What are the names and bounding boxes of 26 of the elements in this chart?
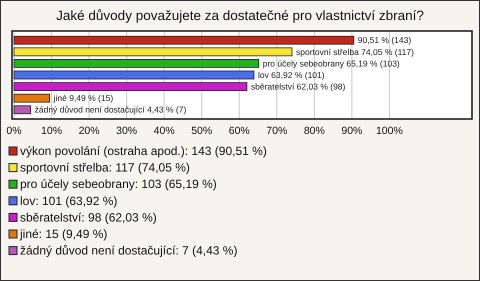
data-label: žádný důvod není dostačující 4,43 % (7) — [34, 104, 186, 115]
data-label: pro účely sebeobrany 65,19 % (103) — [262, 58, 400, 68]
x-tick-label: 90% — [341, 125, 362, 137]
x-tick-label: 0% — [6, 125, 22, 137]
data-label: sportovní střelba 74,05 % (117) — [296, 46, 414, 57]
data-label: sběratelství 62,03 % (98) — [250, 82, 346, 92]
x-tick-label: 10% — [41, 125, 62, 137]
legend-label: sportovní střelba: 117 (74,05 %) — [20, 160, 190, 175]
x-tick-label: 30% — [116, 125, 138, 137]
legend-label: lov: 101 (63,92 %) — [20, 194, 118, 208]
legend-label: sběratelství: 98 (62,03 %) — [20, 210, 157, 224]
data-label: 90,51 % (143) — [358, 35, 412, 46]
x-tick-label: 80% — [304, 125, 325, 137]
chart-title: Jaké důvody považujete za dostatečné pro vlastnictví zbraní? — [56, 8, 424, 23]
x-tick-label: 20% — [78, 125, 100, 137]
legend-label: pro účely sebeobrany: 103 (65,19 %) — [20, 177, 217, 192]
legend-label: jiné: 15 (9,49 %) — [19, 227, 108, 241]
x-tick-label: 40% — [154, 125, 175, 137]
x-tick-label: 50% — [191, 125, 212, 137]
x-tick-label: 100% — [376, 125, 403, 137]
x-tick-label: 70% — [266, 125, 288, 137]
legend-label: žádný důvod není dostačující: 7 (4,43 %) — [20, 244, 238, 258]
legend-label: výkon povolání (ostraha apod.): 143 (90,51 %) — [20, 144, 267, 158]
x-tick-label: 60% — [228, 125, 250, 137]
data-label: jiné 9,49 % (15) — [52, 93, 114, 104]
data-label: lov 63,92 % (101) — [258, 70, 325, 80]
